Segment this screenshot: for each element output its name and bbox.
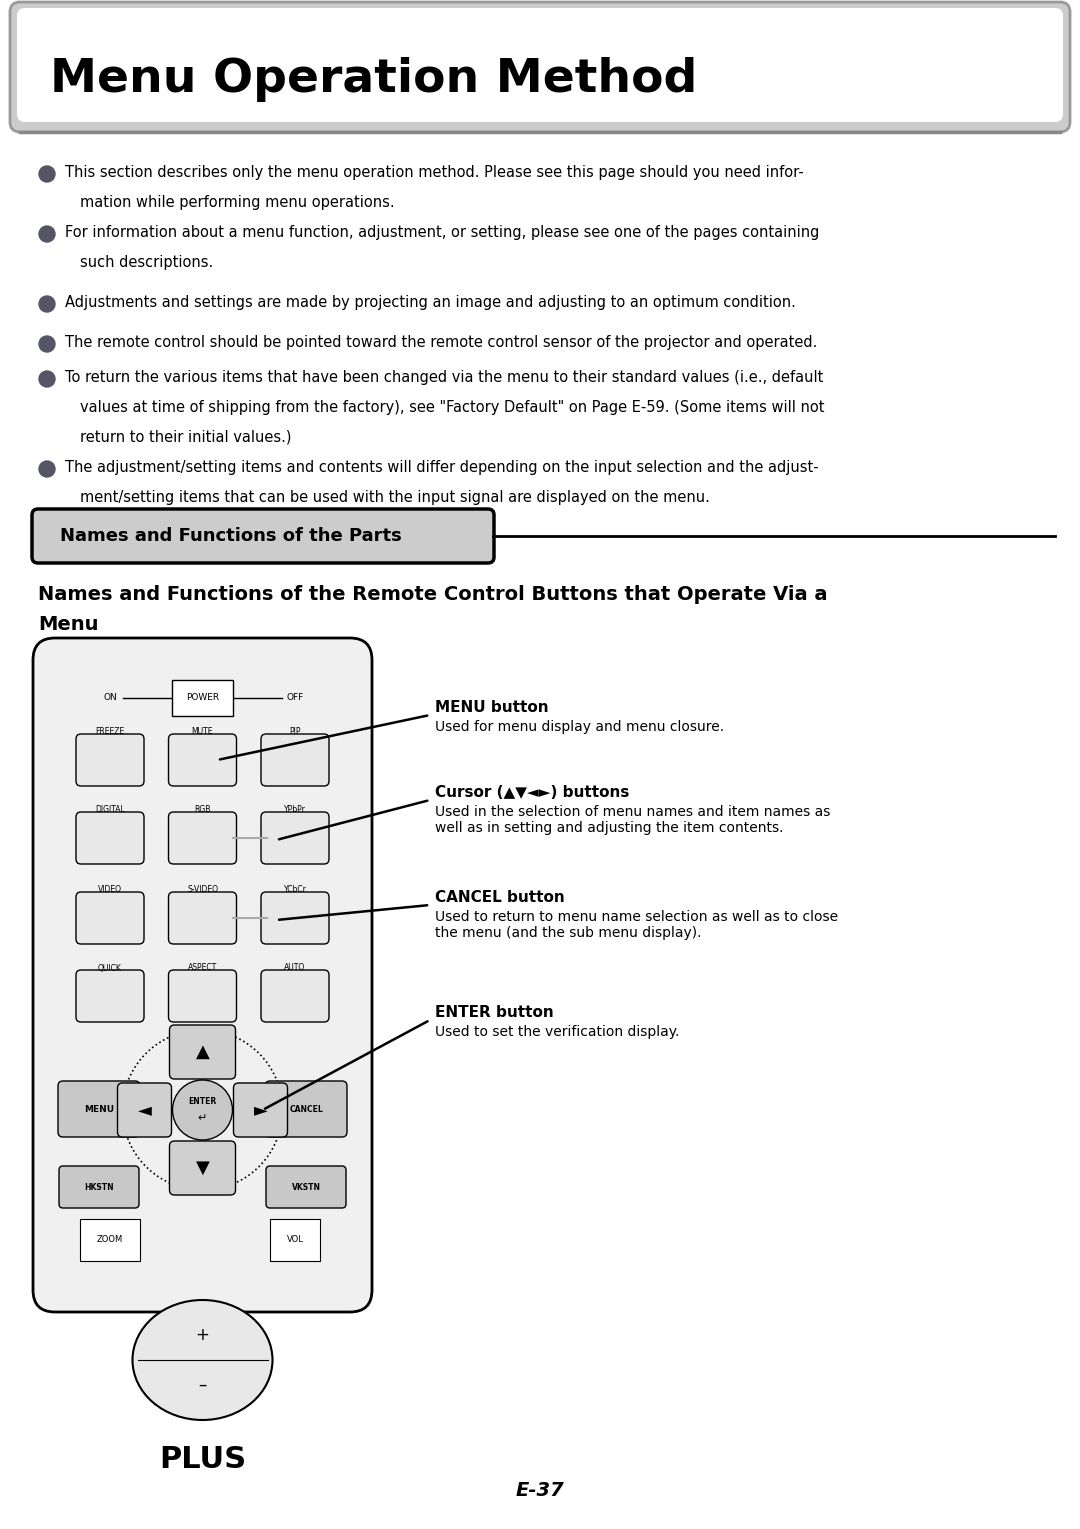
Text: OFF: OFF <box>286 694 303 702</box>
Text: CANCEL: CANCEL <box>289 1105 323 1115</box>
FancyBboxPatch shape <box>261 734 329 786</box>
Text: AUTO: AUTO <box>284 963 306 972</box>
FancyBboxPatch shape <box>168 812 237 864</box>
Text: ment/setting items that can be used with the input signal are displayed on the m: ment/setting items that can be used with… <box>80 489 710 505</box>
FancyBboxPatch shape <box>261 969 329 1021</box>
Text: ▲: ▲ <box>195 1043 210 1061</box>
FancyBboxPatch shape <box>170 1024 235 1079</box>
FancyBboxPatch shape <box>118 1083 172 1138</box>
Text: FREEZE: FREEZE <box>95 728 124 737</box>
Text: ON: ON <box>103 694 117 702</box>
Text: mation while performing menu operations.: mation while performing menu operations. <box>80 196 394 209</box>
FancyBboxPatch shape <box>170 1141 235 1196</box>
FancyBboxPatch shape <box>168 891 237 943</box>
Text: E-37: E-37 <box>515 1480 565 1500</box>
Text: For information about a menu function, adjustment, or setting, please see one of: For information about a menu function, a… <box>65 225 820 240</box>
Text: ◄: ◄ <box>137 1101 151 1119</box>
Text: –: – <box>199 1376 206 1394</box>
FancyBboxPatch shape <box>266 1167 346 1208</box>
Text: Adjustments and settings are made by projecting an image and adjusting to an opt: Adjustments and settings are made by pro… <box>65 295 796 310</box>
Circle shape <box>39 226 55 242</box>
Text: This section describes only the menu operation method. Please see this page shou: This section describes only the menu ope… <box>65 165 804 180</box>
FancyBboxPatch shape <box>76 734 144 786</box>
FancyBboxPatch shape <box>233 1083 287 1138</box>
Text: VOL: VOL <box>286 1235 303 1245</box>
Text: Used for menu display and menu closure.: Used for menu display and menu closure. <box>435 720 724 734</box>
Text: values at time of shipping from the factory), see "Factory Default" on Page E-59: values at time of shipping from the fact… <box>80 401 824 414</box>
Text: Cursor (▲▼◄►) buttons: Cursor (▲▼◄►) buttons <box>435 784 630 800</box>
Text: ENTER button: ENTER button <box>435 1005 554 1020</box>
Text: ↵: ↵ <box>198 1113 207 1122</box>
Text: RGB: RGB <box>194 806 211 815</box>
Text: PIP: PIP <box>289 728 300 737</box>
Text: MENU button: MENU button <box>435 700 549 716</box>
Text: ►: ► <box>254 1101 268 1119</box>
FancyBboxPatch shape <box>265 1081 347 1138</box>
FancyBboxPatch shape <box>261 891 329 943</box>
Text: Names and Functions of the Remote Control Buttons that Operate Via a: Names and Functions of the Remote Contro… <box>38 586 827 604</box>
Text: Names and Functions of the Parts: Names and Functions of the Parts <box>60 528 402 544</box>
Text: ZOOM: ZOOM <box>97 1235 123 1245</box>
Text: HKSTN: HKSTN <box>84 1182 113 1191</box>
Text: ASPECT: ASPECT <box>188 963 217 972</box>
Text: Used in the selection of menu names and item names as
well as in setting and adj: Used in the selection of menu names and … <box>435 804 831 835</box>
Text: To return the various items that have been changed via the menu to their standar: To return the various items that have be… <box>65 370 823 385</box>
Text: VIDEO: VIDEO <box>98 885 122 894</box>
Text: Menu Operation Method: Menu Operation Method <box>50 58 698 102</box>
FancyBboxPatch shape <box>32 509 494 563</box>
Text: Used to set the verification display.: Used to set the verification display. <box>435 1024 679 1040</box>
Text: S-VIDEO: S-VIDEO <box>187 885 218 894</box>
Text: Menu: Menu <box>38 615 98 635</box>
Text: The remote control should be pointed toward the remote control sensor of the pro: The remote control should be pointed tow… <box>65 335 818 350</box>
Ellipse shape <box>133 1300 272 1420</box>
FancyBboxPatch shape <box>261 812 329 864</box>
Text: CANCEL button: CANCEL button <box>435 890 565 905</box>
Text: MUTE: MUTE <box>192 728 213 737</box>
FancyBboxPatch shape <box>76 969 144 1021</box>
FancyBboxPatch shape <box>59 1167 139 1208</box>
Text: QUICK: QUICK <box>98 963 122 972</box>
Circle shape <box>39 167 55 182</box>
FancyBboxPatch shape <box>10 2 1070 131</box>
Text: DIGITAL: DIGITAL <box>95 806 125 815</box>
Text: such descriptions.: such descriptions. <box>80 255 213 271</box>
Circle shape <box>173 1079 232 1141</box>
Text: ▼: ▼ <box>195 1159 210 1177</box>
Text: return to their initial values.): return to their initial values.) <box>80 430 292 445</box>
Circle shape <box>39 372 55 387</box>
Circle shape <box>39 462 55 477</box>
Text: MENU: MENU <box>84 1105 114 1115</box>
Text: +: + <box>195 1326 210 1344</box>
FancyBboxPatch shape <box>168 969 237 1021</box>
FancyBboxPatch shape <box>33 638 372 1312</box>
Text: PLUS: PLUS <box>159 1445 246 1474</box>
FancyBboxPatch shape <box>76 812 144 864</box>
Circle shape <box>39 297 55 312</box>
FancyBboxPatch shape <box>76 891 144 943</box>
Text: ENTER: ENTER <box>188 1098 217 1107</box>
Text: YPbPr: YPbPr <box>284 806 306 815</box>
Text: YCbCr: YCbCr <box>284 885 307 894</box>
FancyBboxPatch shape <box>17 8 1063 122</box>
Text: The adjustment/setting items and contents will differ depending on the input sel: The adjustment/setting items and content… <box>65 460 819 476</box>
FancyBboxPatch shape <box>58 1081 140 1138</box>
FancyBboxPatch shape <box>168 734 237 786</box>
Circle shape <box>39 336 55 352</box>
Text: POWER: POWER <box>186 694 219 702</box>
Text: VKSTN: VKSTN <box>292 1182 321 1191</box>
Text: Used to return to menu name selection as well as to close
the menu (and the sub : Used to return to menu name selection as… <box>435 910 838 940</box>
